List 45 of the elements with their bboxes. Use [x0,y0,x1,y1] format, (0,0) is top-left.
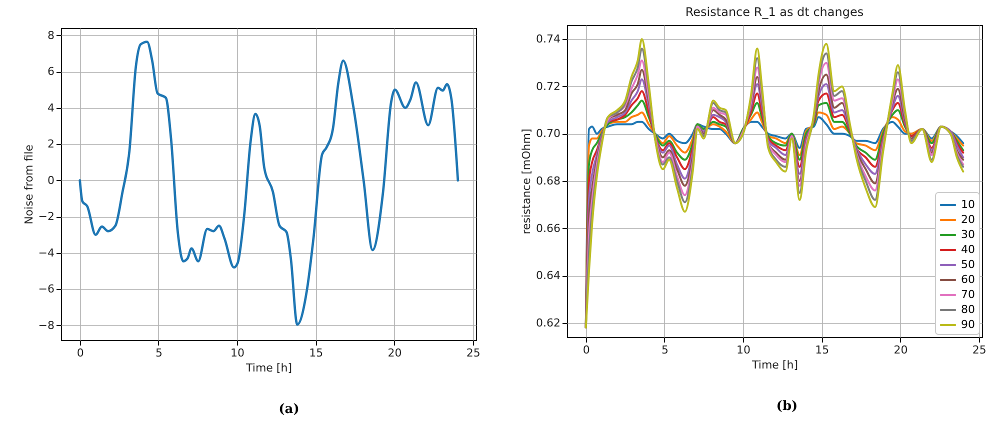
y-tick-label: 0.66 [536,222,560,235]
y-tick-label: 0.70 [536,127,560,140]
legend-label: 70 [961,288,975,301]
y-tick-label: 6 [48,65,54,78]
line-series [78,40,460,326]
y-tick-label: 0.68 [536,174,560,188]
x-tick-label: 20 [388,346,402,360]
text: (b) [775,399,799,414]
x-axis-title: Time [h] [751,358,798,372]
y-tick-label: 0.64 [536,269,560,282]
y-tick-label: −8 [38,318,54,332]
x-tick-label: 0 [76,346,84,360]
y-tick-label: 0.62 [536,316,560,330]
y-tick-label: 0 [48,174,54,187]
text: (a) [278,402,300,417]
x-tick-label: 5 [661,344,668,356]
y-tick-label: 4 [48,101,54,114]
x-tick-label: 15 [815,344,830,356]
y-tick-label: −2 [38,210,54,224]
y-tick-label: −6 [38,282,54,296]
x-tick-label: 10 [230,346,245,360]
y-tick-label: 0.74 [536,32,560,46]
x-tick-label: 0 [582,344,590,356]
y-axis-title: resistance [mOhm] [520,128,534,234]
x-tick-label: 20 [894,344,908,356]
legend-label: 50 [961,258,975,271]
y-tick-label: 2 [48,138,54,151]
x-tick-label: 25 [466,346,480,360]
legend-label: 20 [961,213,975,226]
legend-label: 10 [961,198,975,211]
y-tick-label: 0.72 [536,80,560,93]
y-tick-label: 8 [48,28,54,42]
x-axis-title: Time [h] [245,362,292,374]
x-tick-label: 25 [972,344,986,356]
x-tick-label: 15 [309,346,324,360]
legend-label: 60 [961,273,975,286]
legend-label: 90 [961,318,975,331]
y-tick-label: −4 [38,246,54,260]
x-tick-label: 5 [155,346,162,360]
chart-title: Resistance R_1 as dt changes [685,5,864,19]
legend-label: 40 [961,243,975,256]
legend-label: 80 [961,303,975,316]
legend-label: 30 [961,228,975,241]
x-tick-label: 10 [736,344,751,356]
y-axis-title: Noise from file [22,144,36,224]
